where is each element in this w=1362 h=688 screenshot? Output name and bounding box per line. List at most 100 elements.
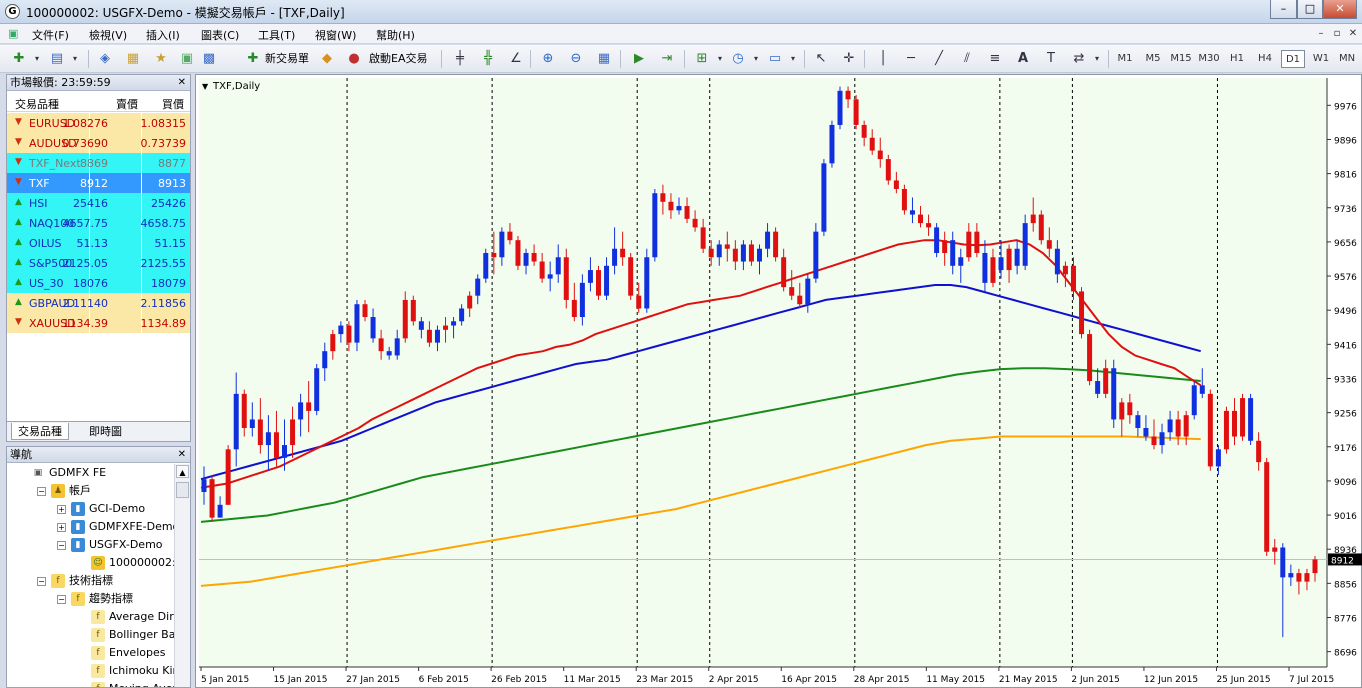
market-watch-row[interactable]: ▼ XAUUSD 1134.39 1134.89 (7, 313, 190, 333)
navigator-item[interactable]: Average Direc (109, 610, 187, 623)
navigator-item[interactable]: 技術指標 (69, 574, 113, 587)
bar-chart-icon[interactable]: ╪ (456, 51, 464, 66)
indicators-icon[interactable]: ⊞ (696, 51, 708, 66)
text-tool-icon[interactable]: A (1017, 51, 1029, 66)
auto-trading-button[interactable]: 啟動EA交易 (369, 52, 428, 65)
data-window-icon[interactable]: ▦ (126, 51, 140, 66)
menu-file[interactable]: 文件(F) (32, 29, 69, 42)
line-chart-icon[interactable]: ∠ (510, 51, 522, 66)
navigator-item[interactable]: 100000002: sfs (109, 556, 191, 569)
dropdown-icon[interactable]: ▾ (1094, 54, 1099, 63)
fibonacci-icon[interactable]: ≡ (989, 51, 1001, 66)
navigator-item[interactable]: USGFX-Demo (89, 538, 163, 551)
cursor-icon[interactable]: ↖ (815, 51, 827, 66)
vertical-line-icon[interactable]: │ (879, 51, 887, 66)
crosshair-icon[interactable]: ✛ (843, 51, 855, 66)
market-watch-row[interactable]: ▲ HSI 25416 25426 (7, 193, 190, 213)
zoom-in-icon[interactable]: ⊕ (542, 51, 554, 66)
navigator-scrollbar[interactable]: ▲ (174, 464, 190, 687)
expand-toggle-icon[interactable]: + (57, 505, 66, 514)
timeframe-m15[interactable]: M15 (1170, 53, 1192, 64)
menu-window[interactable]: 視窗(W) (315, 29, 357, 42)
chart-window[interactable]: 9976 9896 9816 9736 9656 9576 9496 9416 9336 9256… (195, 74, 1362, 688)
menu-charts[interactable]: 圖表(C) (201, 29, 240, 42)
equidistant-channel-icon[interactable]: ⫽ (964, 51, 970, 66)
tile-windows-icon[interactable]: ▦ (597, 51, 611, 66)
market-watch-row[interactable]: ▼ TXF_Next 8869 8877 (7, 153, 190, 173)
tab-tick-chart[interactable]: 即時圖 (89, 425, 122, 438)
dropdown-icon[interactable]: ▾ (717, 54, 722, 63)
mdi-close-icon[interactable]: ✕ (1348, 28, 1358, 39)
menu-view[interactable]: 檢視(V) (89, 29, 128, 42)
close-icon[interactable]: ✕ (177, 77, 186, 88)
scroll-thumb[interactable] (176, 482, 189, 498)
navigator-item[interactable]: GDMFX FE (49, 466, 107, 479)
mdi-restore-icon[interactable]: ▫ (1333, 28, 1341, 39)
navigator-item[interactable]: Ichimoku Kink (109, 664, 186, 677)
timeframe-m30[interactable]: M30 (1198, 53, 1220, 64)
market-watch-row[interactable]: ▼ TXF 8912 8913 (7, 173, 190, 193)
periods-icon[interactable]: ◷ (732, 51, 744, 66)
expand-toggle-icon[interactable]: − (57, 541, 66, 550)
scroll-up-icon[interactable]: ▲ (176, 465, 189, 478)
expand-toggle-icon[interactable]: − (37, 487, 46, 496)
strategy-tester-icon[interactable]: ▩ (202, 51, 216, 66)
market-watch-row[interactable]: ▲ OILUS 51.13 51.15 (7, 233, 190, 253)
menu-help[interactable]: 幫助(H) (376, 29, 415, 42)
timeframe-d1[interactable]: D1 (1281, 50, 1305, 68)
restore-button[interactable]: □ (1297, 0, 1323, 19)
trendline-icon[interactable]: ╱ (935, 51, 943, 66)
navigator-item[interactable]: GDMFXFE-Demo (89, 520, 180, 533)
dropdown-icon[interactable]: ▾ (34, 54, 39, 63)
timeframe-m5[interactable]: M5 (1145, 53, 1161, 64)
market-watch-icon[interactable]: ◈ (100, 51, 110, 66)
tab-symbols[interactable]: 交易品種 (11, 423, 69, 440)
price-chart[interactable]: 9976 9896 9816 9736 9656 9576 9496 9416 9336 9256… (196, 75, 1362, 688)
dropdown-icon[interactable]: ▾ (753, 54, 758, 63)
close-button[interactable]: ✕ (1323, 0, 1357, 19)
market-watch-row[interactable]: ▲ NAQ100 4657.75 4658.75 (7, 213, 190, 233)
navigator-item[interactable]: Bollinger Banc (109, 628, 189, 641)
navigator-item[interactable]: Envelopes (109, 646, 166, 659)
horizontal-line-icon[interactable]: ─ (907, 51, 915, 66)
new-chart-icon[interactable]: ✚ (13, 51, 25, 66)
meta-editor-icon[interactable]: ◆ (322, 51, 332, 66)
zoom-out-icon[interactable]: ⊖ (570, 51, 582, 66)
profiles-icon[interactable]: ▤ (50, 51, 64, 66)
navigator-item[interactable]: Moving Avera (109, 681, 184, 687)
column-ask[interactable]: 買價 (162, 98, 184, 111)
templates-icon[interactable]: ▭ (768, 51, 782, 66)
market-watch-row[interactable]: ▲ S&P500 2125.05 2125.55 (7, 253, 190, 273)
arrows-icon[interactable]: ⇄ (1073, 51, 1085, 66)
menu-tools[interactable]: 工具(T) (258, 29, 296, 42)
new-order-button[interactable]: 新交易單 (265, 52, 309, 65)
text-label-icon[interactable]: T (1047, 51, 1055, 66)
expand-toggle-icon[interactable]: − (37, 577, 46, 586)
column-bid[interactable]: 賣價 (116, 98, 138, 111)
expand-toggle-icon[interactable]: − (57, 595, 66, 604)
terminal-icon[interactable]: ▣ (180, 51, 194, 66)
market-watch-row[interactable]: ▲ GBPAUD 2.11140 2.11856 (7, 293, 190, 313)
mdi-minimize-icon[interactable]: – (1318, 28, 1324, 39)
timeframe-h1[interactable]: H1 (1230, 53, 1244, 64)
market-watch-row[interactable]: ▲ US_30 18076 18079 (7, 273, 190, 293)
dropdown-icon[interactable]: ▾ (790, 54, 795, 63)
market-watch-row[interactable]: ▼ EURUSD 1.08276 1.08315 (7, 113, 190, 133)
dropdown-icon[interactable]: ▾ (72, 54, 77, 63)
chart-shift-icon[interactable]: ⇥ (661, 51, 673, 66)
candlestick-icon[interactable]: ╬ (484, 51, 492, 66)
market-watch-row[interactable]: ▼ AUDUSD 0.73690 0.73739 (7, 133, 190, 153)
auto-scroll-icon[interactable]: ▶ (634, 51, 644, 66)
timeframe-m1[interactable]: M1 (1117, 53, 1133, 64)
minimize-button[interactable]: – (1270, 0, 1297, 19)
expand-toggle-icon[interactable]: + (57, 523, 66, 532)
timeframe-w1[interactable]: W1 (1312, 53, 1330, 64)
navigator-item[interactable]: GCI-Demo (89, 502, 146, 515)
navigator-item[interactable]: 帳戶 (69, 484, 91, 497)
navigator-icon[interactable]: ★ (155, 51, 167, 66)
column-symbol[interactable]: 交易品種 (15, 98, 59, 111)
close-icon[interactable]: ✕ (177, 449, 186, 460)
navigator-item[interactable]: 趨勢指標 (89, 592, 133, 605)
auto-trading-icon[interactable]: ● (348, 51, 360, 66)
menu-insert[interactable]: 插入(I) (146, 29, 180, 42)
